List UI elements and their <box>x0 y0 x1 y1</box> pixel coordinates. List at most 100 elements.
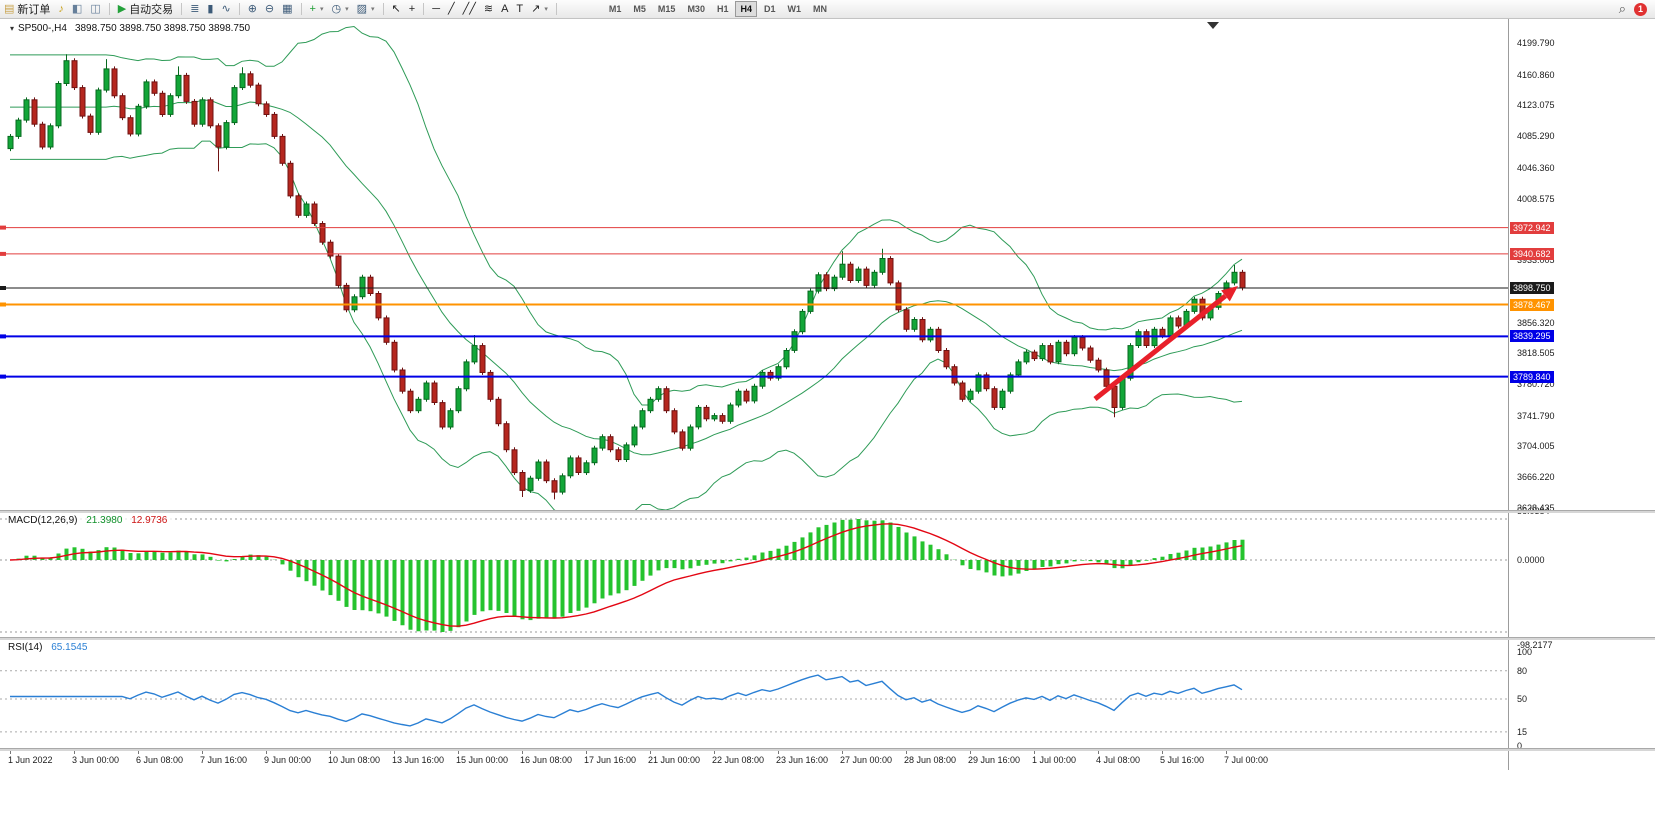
new-order-icon: ▤ <box>4 3 15 15</box>
bar-chart-button[interactable]: ≣ <box>186 1 203 17</box>
chart-shift-marker[interactable] <box>1207 22 1219 29</box>
time-axis-tick <box>1162 751 1163 754</box>
chart-header: ▾ SP500-,H4 3898.750 3898.750 3898.750 3… <box>8 23 261 34</box>
time-axis-label: 1 Jul 00:00 <box>1032 755 1077 765</box>
text-button[interactable]: A <box>497 1 512 17</box>
templates-icon: ▨ <box>356 3 368 15</box>
trend-arrow-object[interactable] <box>1093 286 1238 401</box>
time-axis-tick <box>586 751 587 754</box>
tile-windows-button[interactable]: ▦ <box>278 1 296 17</box>
autotrading-button[interactable]: ▶ 自动交易 <box>114 1 177 17</box>
timeframe-button-m5[interactable]: M5 <box>633 4 646 14</box>
time-axis-tick <box>1098 751 1099 754</box>
timeframe-button-h4[interactable]: H4 <box>735 1 757 17</box>
time-axis-label: 7 Jun 16:00 <box>200 755 248 765</box>
level-price-badge: 3972.942 <box>1510 221 1554 234</box>
price-axis[interactable]: 4199.790 4160.860 4123.075 4085.290 4046.360… <box>1508 19 1655 770</box>
notification-badge[interactable]: 1 <box>1634 2 1647 16</box>
price-axis-label: 4046.360 <box>1517 162 1555 173</box>
zoom-out-icon: ⊖ <box>264 3 275 15</box>
new-chart-button[interactable]: ◧ <box>68 1 86 17</box>
arrows-button[interactable]: ↗ ▾ <box>527 1 552 17</box>
time-axis-tick <box>1034 751 1035 754</box>
horizontal-line-button[interactable]: ─ <box>428 1 444 17</box>
new-order-button[interactable]: ▤ 新订单 <box>0 1 54 17</box>
new-order-button-label: 新订单 <box>17 4 51 16</box>
arrows-icon: ↗ <box>531 3 541 15</box>
timeframe-button-h1[interactable]: H1 <box>716 4 729 14</box>
time-axis-tick <box>138 751 139 754</box>
time-axis-tick <box>266 751 267 754</box>
cursor-button[interactable]: ↖ <box>388 1 405 17</box>
label-button[interactable]: T <box>512 1 527 17</box>
toolbar-right: ⌕ 1 <box>1619 0 1647 18</box>
timeframe-button-m1[interactable]: M1 <box>608 4 622 14</box>
price-axis-label: 3628.435 <box>1517 503 1555 513</box>
timeframe-button-m15[interactable]: M15 <box>657 4 676 14</box>
trendline-button[interactable]: ╱ <box>444 1 459 17</box>
insert-indicator-button[interactable]: + ▾ <box>306 1 328 17</box>
chart-windows-button[interactable]: ◫ <box>86 1 104 17</box>
price-axis-label: 3780.720 <box>1517 379 1555 390</box>
line-chart-icon: ∿ <box>221 3 231 15</box>
time-axis-tick <box>202 751 203 754</box>
candles-series <box>7 54 1246 500</box>
zoom-out-button[interactable]: ⊖ <box>261 1 278 17</box>
timeframe-button-m30[interactable]: M30 <box>687 4 705 14</box>
channel-button[interactable]: ╱╱ <box>459 1 480 17</box>
time-axis-label: 28 Jun 08:00 <box>904 755 957 765</box>
time-axis-tick <box>650 751 651 754</box>
time-axis-label: 27 Jun 00:00 <box>840 755 893 765</box>
chart-canvas[interactable] <box>0 19 1508 770</box>
price-axis-label: 4199.790 <box>1517 38 1555 48</box>
templates-button[interactable]: ▨ ▾ <box>353 1 379 17</box>
pane-separator[interactable] <box>0 510 1655 513</box>
alerts-icon: ♪ <box>58 3 64 15</box>
time-axis-tick <box>778 751 779 754</box>
macd-axis-label: -98.2177 <box>1517 640 1553 651</box>
toolbar-separator <box>382 3 384 15</box>
macd-histogram <box>16 519 1245 632</box>
macd-signal-line <box>9 523 1243 627</box>
level-price-badge: 3839.295 <box>1510 330 1554 343</box>
price-axis-label: 4123.075 <box>1517 100 1555 111</box>
pane-separator[interactable] <box>0 637 1655 640</box>
toolbar-buttons: ▤ 新订单 ♪ ◧ ◫ ▶ 自动交易 ≣ ▮ ∿ ⊕ ⊖ ▦ + ▾ ◷ ▾ ▨ ▾ ↖ + ─ ╱ ╱╱ ≋ A T ↗ ▾ <box>0 0 561 18</box>
time-axis-label: 23 Jun 16:00 <box>776 755 829 765</box>
fibonacci-button[interactable]: ≋ <box>480 1 497 17</box>
symbol-dropdown-icon[interactable]: ▾ <box>10 24 15 33</box>
crosshair-button[interactable]: + <box>405 1 419 17</box>
time-axis-label: 13 Jun 16:00 <box>392 755 445 765</box>
level-price-badge: 3878.467 <box>1510 298 1554 311</box>
candlestick-chart-button[interactable]: ▮ <box>203 1 217 17</box>
label-icon: T <box>516 3 524 15</box>
timeframe-toolbar: M1 M5 M15 M30 H1 H4 D1 W1 MN <box>603 1 833 17</box>
zoom-in-button[interactable]: ⊕ <box>244 1 261 17</box>
time-axis[interactable]: 1 Jun 2022 3 Jun 00:00 6 Jun 08:00 7 Jun 16… <box>0 751 1508 770</box>
trendline-icon: ╱ <box>447 3 455 15</box>
time-axis-label: 5 Jul 16:00 <box>1160 755 1205 765</box>
timeframe-button-mn[interactable]: MN <box>813 4 827 14</box>
chart-title: SP500-,H4 <box>18 23 67 34</box>
toolbar-separator <box>108 3 110 15</box>
dropdown-arrow-icon: ▾ <box>544 6 548 13</box>
pane-separator[interactable] <box>0 748 1655 751</box>
cursor-icon: ↖ <box>391 3 401 15</box>
line-left-marker <box>0 286 6 290</box>
macd-name: MACD(12,26,9) <box>8 515 78 526</box>
alerts-button[interactable]: ♪ <box>54 1 68 17</box>
price-axis-label: 3741.790 <box>1517 410 1555 421</box>
price-axis-label: 4085.290 <box>1517 131 1555 142</box>
time-axis-label: 7 Jul 00:00 <box>1224 755 1269 765</box>
time-axis-label: 4 Jul 08:00 <box>1096 755 1141 765</box>
timeframe-button-d1[interactable]: D1 <box>763 4 776 14</box>
new-chart-icon: ◧ <box>71 3 83 15</box>
toolbar-separator <box>181 3 183 15</box>
price-axis-label: 3704.005 <box>1517 441 1555 452</box>
line-chart-button[interactable]: ∿ <box>217 1 234 17</box>
search-icon[interactable]: ⌕ <box>1618 1 1626 16</box>
periods-button[interactable]: ◷ ▾ <box>327 1 352 17</box>
rsi-axis-label: 80 <box>1517 665 1528 676</box>
timeframe-button-w1[interactable]: W1 <box>787 4 802 14</box>
time-axis-label: 29 Jun 16:00 <box>968 755 1021 765</box>
